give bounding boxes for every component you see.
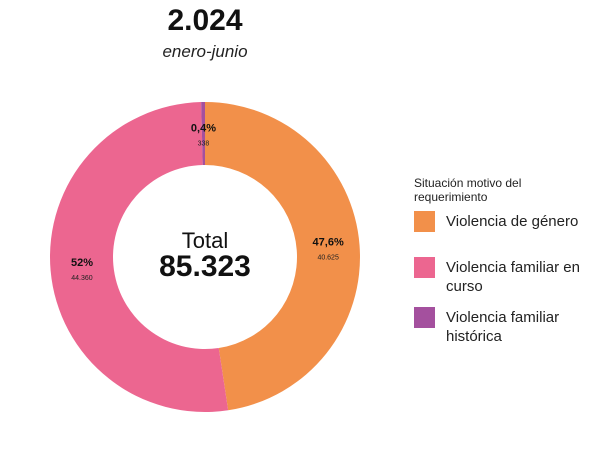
chart-subtitle: enero-junio bbox=[162, 42, 248, 61]
center-value: 85.323 bbox=[159, 250, 251, 283]
legend-title: Situación motivo del requerimiento bbox=[414, 176, 522, 204]
value-label: 44.360 bbox=[71, 275, 93, 282]
legend-swatch bbox=[414, 257, 435, 278]
slice-violencia-familiar-en-curso bbox=[49, 102, 229, 413]
center-label: Total bbox=[182, 228, 228, 253]
value-label: 338 bbox=[198, 141, 210, 148]
percent-label: 0,4% bbox=[191, 123, 216, 135]
percent-label: 52% bbox=[71, 257, 93, 269]
slice-violencia-genero bbox=[205, 102, 360, 411]
legend-label: Violencia familiar histórica bbox=[446, 309, 560, 345]
percent-label: 47,6% bbox=[313, 237, 344, 249]
legend-label: Violencia familiar en curso bbox=[446, 259, 580, 295]
legend-swatch bbox=[414, 307, 435, 328]
value-label: 40.625 bbox=[317, 255, 339, 262]
legend-label: Violencia de género bbox=[446, 213, 579, 230]
slice-violencia-familiar-historica bbox=[201, 102, 205, 166]
chart-title: 2.024 bbox=[167, 4, 243, 37]
legend-swatch bbox=[414, 211, 435, 232]
